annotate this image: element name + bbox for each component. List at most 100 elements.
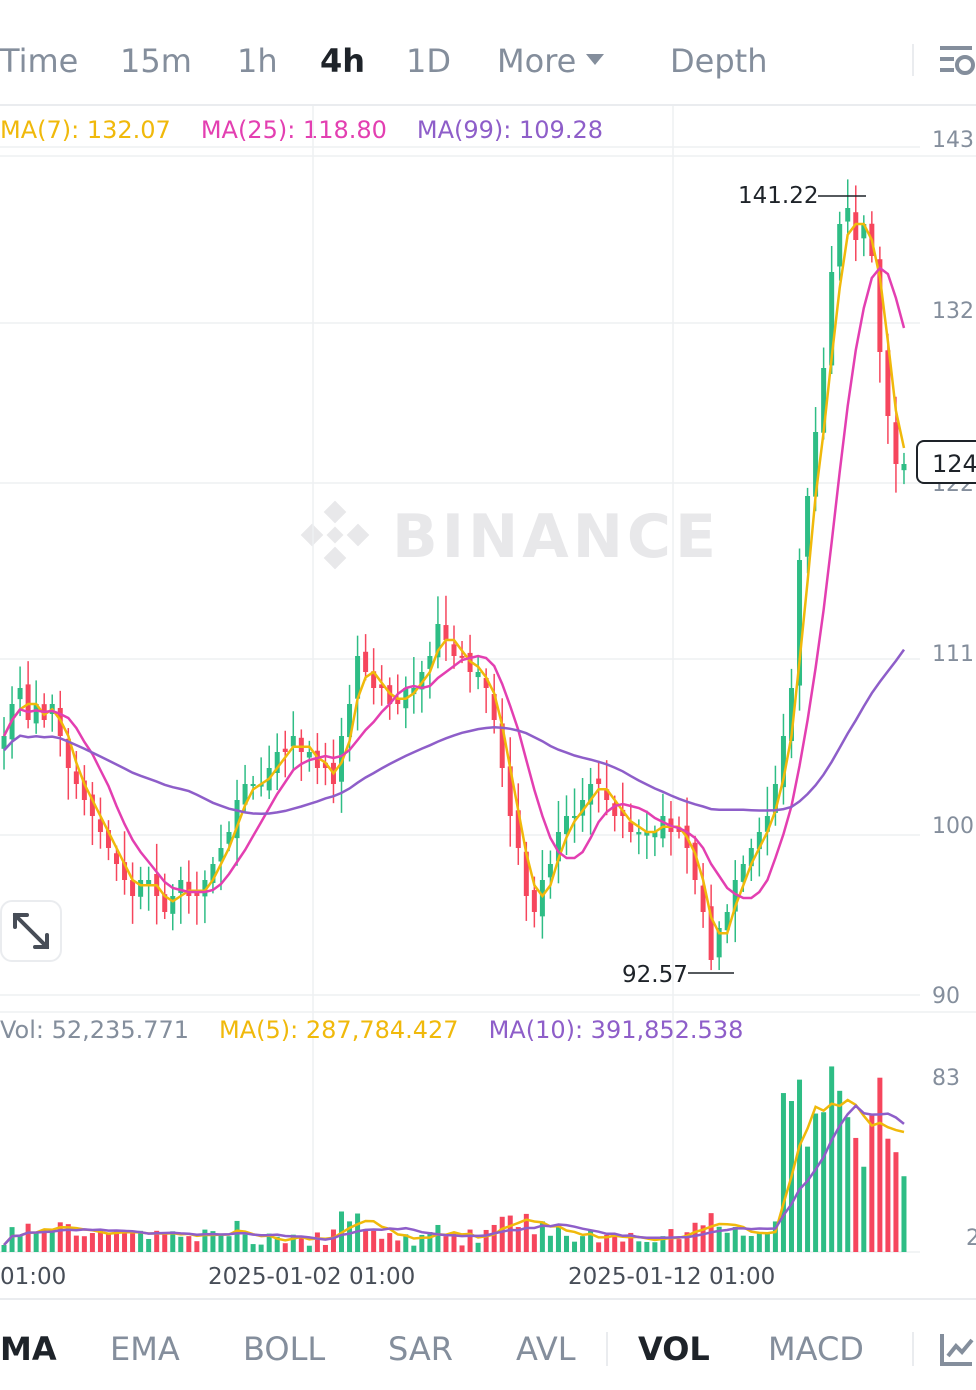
candle-body (547, 864, 553, 878)
candle-body (451, 644, 457, 656)
candle-body (780, 736, 786, 788)
candle-body (877, 259, 883, 352)
tab-4h[interactable]: 4h (320, 42, 366, 80)
volume-bar (427, 1231, 433, 1252)
tab-more[interactable]: More (497, 42, 605, 80)
tab-time[interactable]: Time (0, 42, 79, 80)
candle-body (788, 688, 794, 742)
time-axis-tick: 2025-01-12 01:00 (568, 1264, 776, 1290)
candle-body (226, 832, 232, 844)
candle-body (620, 809, 626, 816)
tab-depth[interactable]: Depth (670, 42, 768, 80)
volume-bar (186, 1236, 192, 1252)
volume-bar (258, 1244, 264, 1252)
expand-button[interactable] (0, 900, 62, 962)
volume-bar (588, 1230, 594, 1252)
chart-settings-icon[interactable] (936, 40, 976, 80)
candle-body (724, 912, 730, 931)
volume-bar (572, 1241, 578, 1252)
volume-bar (732, 1227, 738, 1252)
candle-body (427, 656, 433, 669)
volume-bar (73, 1235, 79, 1252)
volume-bar (387, 1233, 393, 1252)
volume-bar (419, 1234, 425, 1252)
candle-body (339, 736, 345, 782)
candle-body (25, 684, 31, 720)
volume-bar (491, 1224, 497, 1252)
candle-body (483, 677, 489, 688)
volume-bar (49, 1229, 55, 1252)
volume-bar (89, 1233, 95, 1252)
candle-body (861, 224, 867, 239)
high-price-label: 141.22 (738, 183, 819, 209)
volume-bar (805, 1146, 811, 1252)
tab-15m[interactable]: 15m (120, 42, 192, 80)
candle-body (700, 885, 706, 912)
volume-bar (178, 1236, 184, 1252)
candle-body (234, 800, 240, 839)
volume-ma10-line (3, 1104, 905, 1246)
candle-body (805, 496, 811, 557)
indicator-ma[interactable]: MA (0, 1330, 57, 1368)
volume-ma5-label: MA(5): 287,784.427 (219, 1016, 459, 1044)
volume-bar (523, 1213, 529, 1252)
indicator-ema[interactable]: EMA (110, 1330, 180, 1368)
volume-bar (97, 1230, 103, 1252)
volume-label: Vol: 52,235.771 (0, 1016, 190, 1044)
volume-bar (628, 1232, 634, 1252)
tab-1h[interactable]: 1h (237, 42, 278, 80)
binance-logo-icon (300, 500, 370, 570)
volume-bar (756, 1233, 762, 1252)
candle-body (580, 800, 586, 816)
indicator-vol[interactable]: VOL (638, 1330, 710, 1368)
candle-body (539, 880, 545, 917)
last-price-tag: 124 (916, 440, 976, 484)
candle-body (893, 422, 899, 464)
candle-body (130, 880, 136, 896)
volume-bar (282, 1243, 288, 1252)
indicator-sar[interactable]: SAR (388, 1330, 454, 1368)
indicator-avl[interactable]: AVL (516, 1330, 576, 1368)
candle-body (89, 794, 95, 816)
candle-body (797, 560, 803, 686)
volume-bar (138, 1230, 144, 1252)
volume-bar (772, 1221, 778, 1252)
time-axis-tick: 2025-01-02 01:00 (208, 1264, 416, 1290)
volume-bar (676, 1239, 682, 1252)
candle-body (515, 810, 521, 848)
volume-bar (692, 1222, 698, 1252)
ma25-label: MA(25): 118.80 (200, 116, 387, 144)
ma99-line (3, 648, 906, 816)
indicator-settings-icon[interactable] (938, 1330, 976, 1370)
tab-1d[interactable]: 1D (406, 42, 451, 80)
candle-body (596, 778, 602, 784)
candle-body (772, 784, 778, 813)
volume-bar (563, 1235, 569, 1252)
indicator-macd[interactable]: MACD (768, 1330, 864, 1368)
volume-bar (250, 1244, 256, 1252)
volume-bar (596, 1242, 602, 1252)
volume-ma5-line (3, 1098, 905, 1246)
volume-bar (154, 1230, 160, 1252)
candle-body (122, 862, 128, 880)
tab-divider (912, 44, 914, 76)
volume-bar (114, 1231, 120, 1252)
volume-bar (797, 1079, 803, 1252)
indicator-bar-divider (0, 1298, 976, 1300)
volume-bar (861, 1166, 867, 1252)
candlestick-chart[interactable] (0, 0, 976, 1300)
indicator-boll[interactable]: BOLL (243, 1330, 326, 1368)
watermark-text: BINANCE (392, 502, 720, 572)
volume-bar (379, 1238, 385, 1252)
candle-body (692, 842, 698, 880)
indicator-divider (606, 1332, 608, 1366)
volume-bar (443, 1236, 449, 1252)
volume-bar (700, 1225, 706, 1252)
volume-bar (65, 1224, 71, 1252)
volume-bar (813, 1113, 819, 1252)
volume-bar (636, 1241, 642, 1252)
volume-bar (81, 1236, 87, 1252)
indicator-divider-2 (912, 1332, 914, 1366)
volume-bar (547, 1235, 553, 1252)
low-price-label: 92.57 (622, 962, 688, 988)
